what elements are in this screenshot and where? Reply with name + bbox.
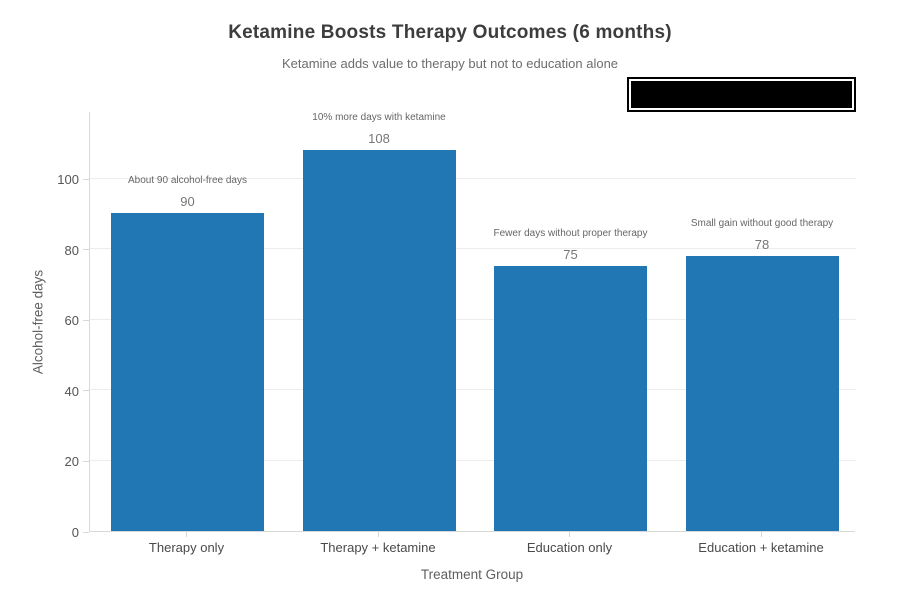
bar-value-label-2: 75 <box>563 247 578 263</box>
y-tick-label-100: 100 <box>57 172 79 188</box>
chart-subtitle: Ketamine adds value to therapy but not t… <box>281 56 619 71</box>
x-axis-title: Treatment Group <box>420 567 524 582</box>
y-tick-mark-20 <box>83 460 89 462</box>
x-tick-label-1: Therapy + ketamine <box>320 540 436 555</box>
bar-1[interactable] <box>302 149 456 531</box>
gridline-60 <box>90 318 856 320</box>
bar-3[interactable] <box>685 255 839 531</box>
bar-0[interactable] <box>111 213 264 531</box>
bar-value-label-1: 108 <box>368 130 390 146</box>
x-tick-label-2: Education only <box>526 540 613 555</box>
bar-annotation-2: Fewer days without proper therapy <box>493 228 648 240</box>
y-tick-mark-100 <box>83 178 89 180</box>
gridline-80 <box>90 248 856 250</box>
bar-annotation-3: Small gain without good therapy <box>690 217 834 229</box>
y-axis-title: Alcohol-free days <box>30 269 46 375</box>
y-tick-mark-40 <box>83 390 89 392</box>
y-tick-label-80: 80 <box>64 242 79 258</box>
redacted-legend-box <box>627 77 856 112</box>
y-tick-label-40: 40 <box>64 383 79 399</box>
chart-title: Ketamine Boosts Therapy Outcomes (6 mont… <box>228 22 672 43</box>
x-tick-mark-1 <box>377 532 379 537</box>
gridline-40 <box>90 389 856 391</box>
x-tick-label-3: Education + ketamine <box>698 540 824 555</box>
x-tick-label-0: Therapy only <box>148 540 225 555</box>
bar-value-label-0: 90 <box>180 194 195 210</box>
bar-annotation-0: About 90 alcohol-free days <box>128 175 247 187</box>
y-tick-label-0: 0 <box>71 525 79 540</box>
x-tick-mark-0 <box>186 532 187 537</box>
bar-2[interactable] <box>494 266 647 531</box>
bar-annotation-1: 10% more days with ketamine <box>312 111 446 123</box>
plot-area: 90 About 90 alcohol-free days 108 10% more … <box>89 111 856 532</box>
y-tick-label-20: 20 <box>64 454 79 470</box>
x-tick-mark-3 <box>760 532 762 537</box>
x-tick-mark-2 <box>569 532 570 537</box>
bar-value-label-3: 78 <box>754 236 770 252</box>
y-tick-mark-80 <box>83 249 89 251</box>
y-tick-mark-60 <box>83 319 89 321</box>
y-tick-label-60: 60 <box>64 313 79 329</box>
gridline-100 <box>90 177 856 179</box>
gridline-20 <box>90 459 856 461</box>
y-tick-mark-0 <box>83 531 89 533</box>
